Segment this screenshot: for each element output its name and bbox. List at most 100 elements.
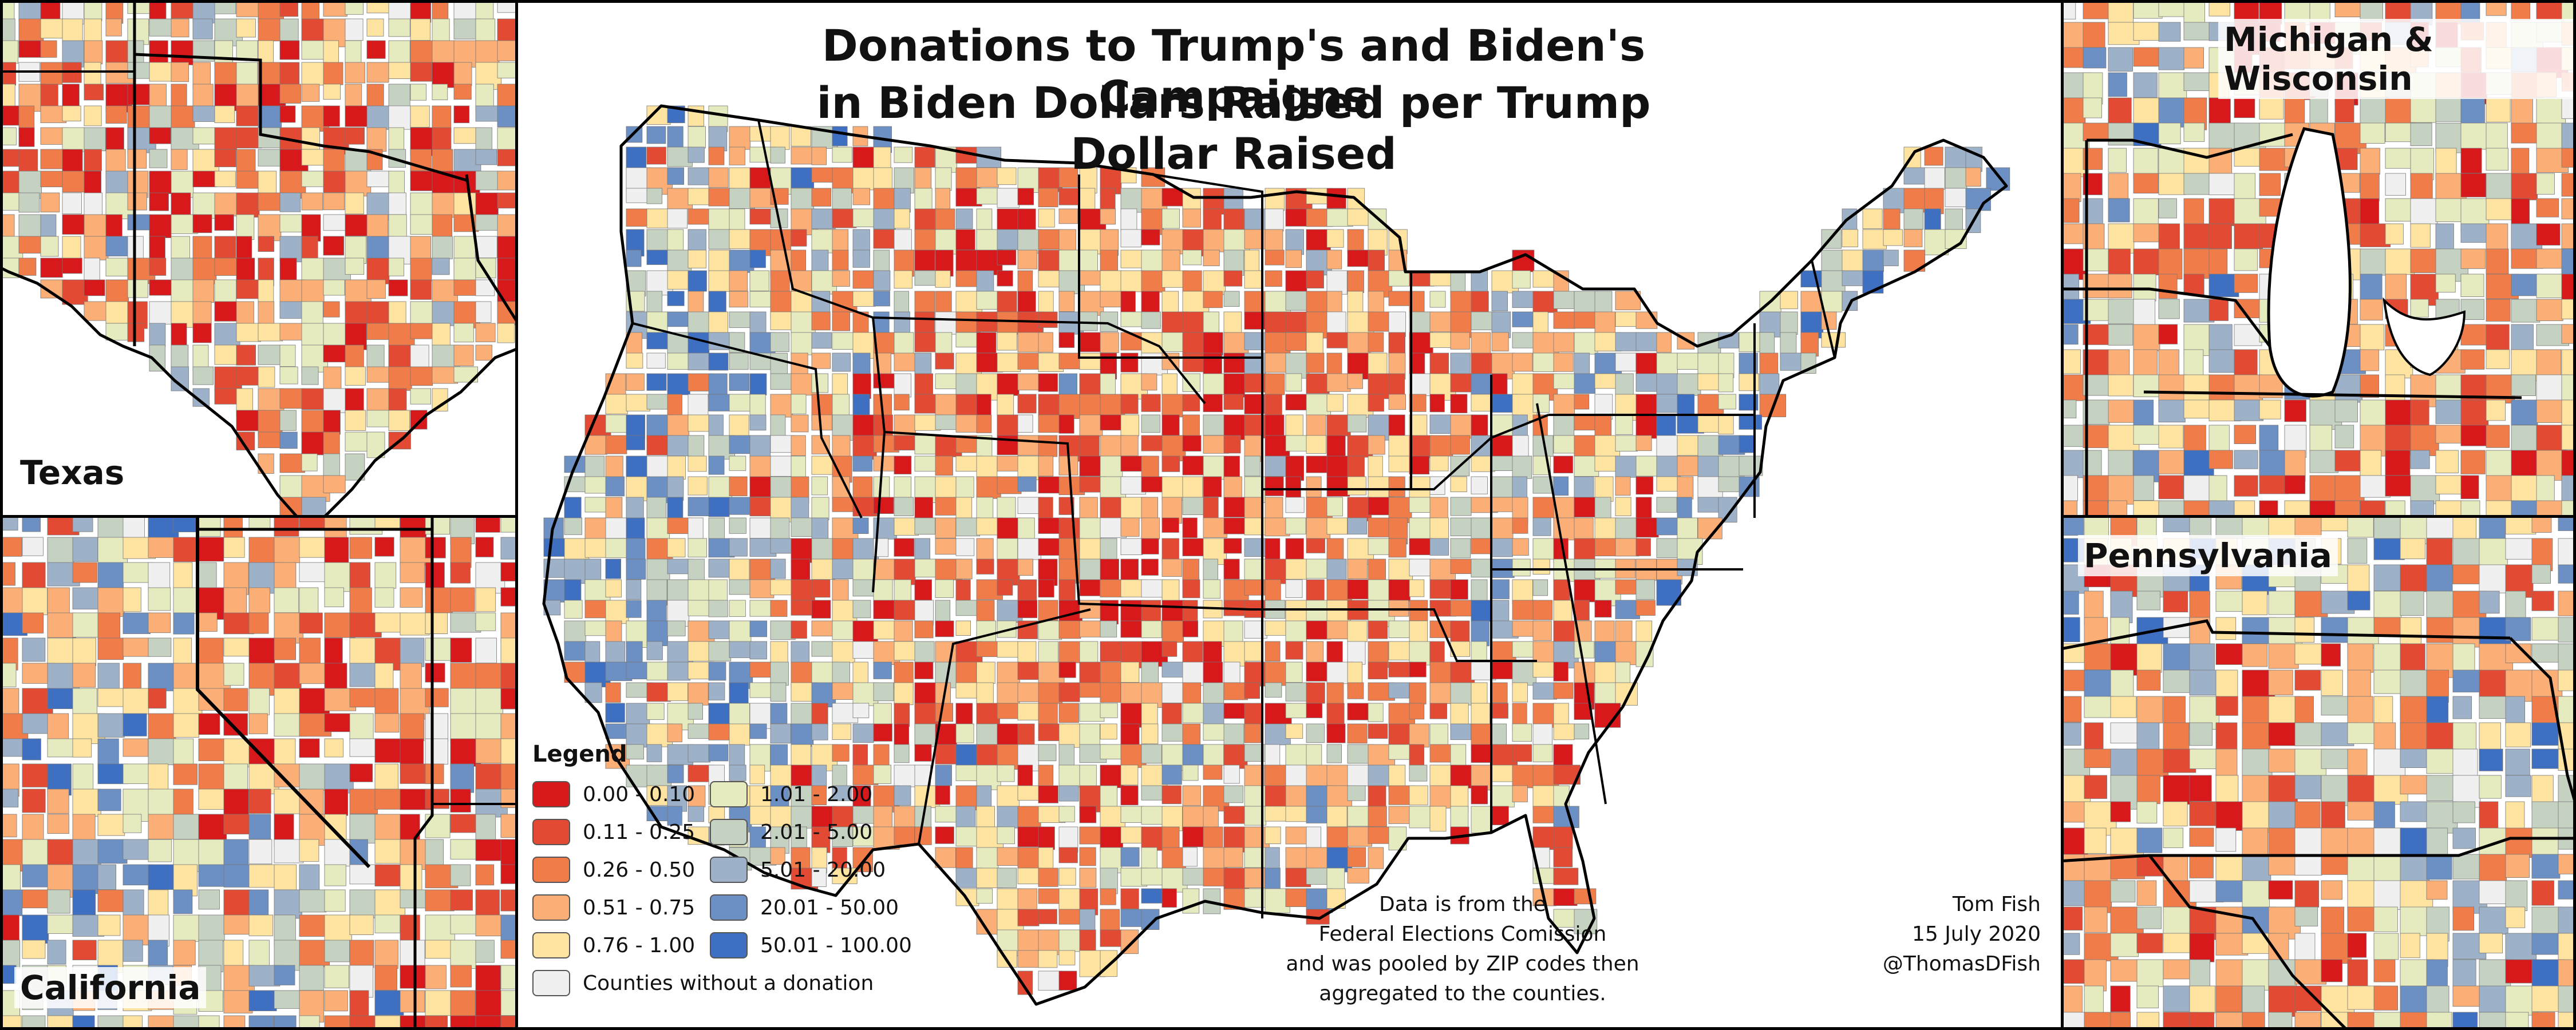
county xyxy=(894,435,916,451)
county xyxy=(791,435,806,456)
county xyxy=(2321,933,2352,964)
county xyxy=(646,146,666,165)
county xyxy=(873,682,894,702)
county xyxy=(1368,435,1385,455)
county xyxy=(1739,373,1760,391)
county xyxy=(2208,274,2239,298)
county xyxy=(2531,1012,2555,1027)
county xyxy=(1223,620,1243,644)
county xyxy=(1306,579,1325,601)
county xyxy=(40,40,57,58)
county xyxy=(2558,617,2573,643)
county xyxy=(148,663,179,691)
county xyxy=(72,738,92,758)
county xyxy=(852,703,870,718)
county xyxy=(955,744,978,768)
county xyxy=(388,258,405,276)
county xyxy=(2133,248,2163,276)
county xyxy=(2064,3,2076,19)
county xyxy=(2309,475,2340,502)
county xyxy=(1285,414,1303,438)
county xyxy=(1223,682,1248,700)
county xyxy=(791,538,815,563)
county xyxy=(497,192,515,209)
county xyxy=(1244,723,1261,743)
county xyxy=(2136,985,2159,1008)
county xyxy=(1512,661,1536,686)
county xyxy=(749,682,773,698)
county xyxy=(40,192,60,213)
county xyxy=(2208,500,2238,515)
county xyxy=(955,620,971,636)
county xyxy=(2531,722,2562,746)
county xyxy=(2347,617,2379,648)
county xyxy=(2208,173,2239,196)
county xyxy=(40,214,57,237)
county xyxy=(2108,274,2132,299)
county xyxy=(1306,703,1323,718)
county xyxy=(1532,620,1552,641)
county xyxy=(2084,617,2108,644)
county xyxy=(894,270,912,289)
county xyxy=(1347,682,1364,699)
county xyxy=(374,587,394,608)
michigan-wisconsin-county-map xyxy=(2064,3,2573,515)
county xyxy=(2373,591,2402,620)
county xyxy=(1285,249,1302,268)
county xyxy=(1203,270,1226,295)
county xyxy=(198,612,218,632)
county xyxy=(2400,775,2432,795)
county xyxy=(1326,270,1348,295)
county xyxy=(1326,744,1342,763)
county xyxy=(47,738,74,758)
county xyxy=(345,62,365,84)
county xyxy=(432,192,456,218)
county xyxy=(1574,538,1595,563)
county xyxy=(1120,414,1139,437)
county xyxy=(1388,641,1412,660)
county xyxy=(127,192,147,211)
county xyxy=(1058,806,1075,822)
county xyxy=(2347,518,2374,538)
county xyxy=(688,744,710,763)
county xyxy=(1265,826,1281,845)
county xyxy=(3,105,19,126)
county xyxy=(2108,173,2129,199)
county xyxy=(2410,223,2431,248)
county xyxy=(852,579,875,597)
county xyxy=(935,703,954,722)
county xyxy=(123,738,149,757)
county xyxy=(1553,332,1575,352)
county xyxy=(2347,591,2370,611)
county xyxy=(1574,311,1597,329)
county xyxy=(2242,591,2267,615)
county xyxy=(1038,826,1055,850)
county xyxy=(1306,352,1325,373)
legend-bin: 50.01 - 100.00 xyxy=(710,932,927,958)
county xyxy=(2505,775,2531,797)
county xyxy=(997,476,1022,494)
county xyxy=(667,497,683,518)
county xyxy=(708,744,729,762)
county xyxy=(688,229,706,253)
county xyxy=(2084,1012,2113,1027)
county xyxy=(1038,785,1058,803)
county xyxy=(1512,291,1536,308)
county xyxy=(1532,311,1548,335)
legend-bin: 0.76 - 1.00 xyxy=(532,932,710,958)
county xyxy=(1161,208,1180,229)
county xyxy=(1697,352,1720,377)
county xyxy=(1326,517,1348,535)
county xyxy=(1718,414,1734,435)
county xyxy=(324,738,343,758)
county xyxy=(2064,933,2080,955)
county xyxy=(1265,847,1280,870)
county xyxy=(1285,497,1305,513)
county xyxy=(770,847,785,865)
county xyxy=(1883,249,1899,267)
county xyxy=(500,839,515,866)
county xyxy=(22,518,41,532)
county xyxy=(2215,1012,2243,1027)
county xyxy=(2133,475,2154,501)
county xyxy=(1512,270,1531,289)
